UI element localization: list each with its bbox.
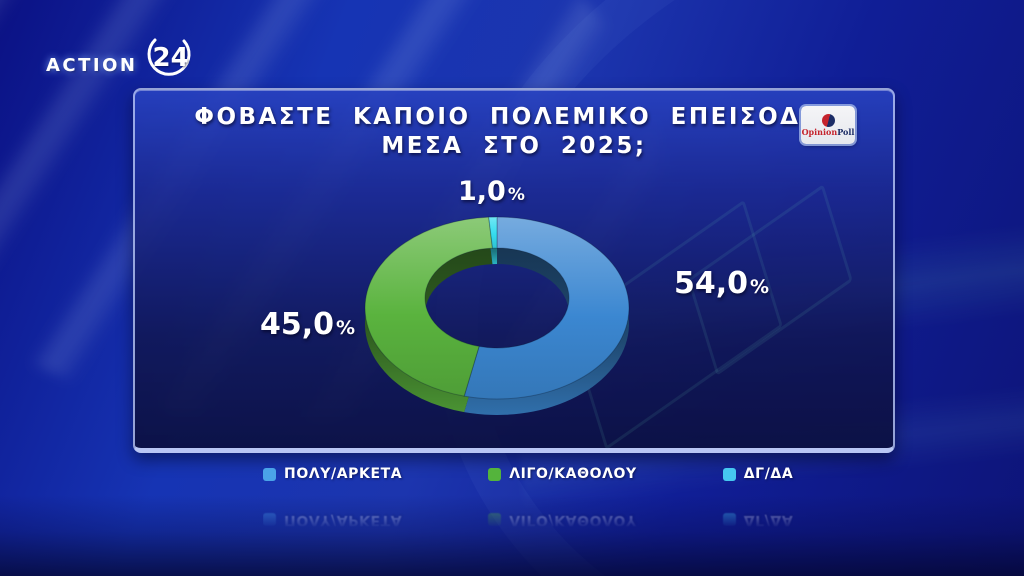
percent-sign: % (336, 317, 356, 339)
channel-number-emblem: 24 (139, 30, 195, 86)
legend-swatch-icon (488, 467, 502, 481)
legend-item: ΛΙΓΟ/ΚΑΘΟΛΟΥ (488, 512, 637, 528)
poll-question-line2: ΜΕΣΑ ΣΤΟ 2025; (381, 133, 647, 159)
legend-label: ΔΓ/ΔΑ (743, 512, 794, 528)
channel-name-text: ACTION (46, 54, 138, 76)
channel-logo: ACTION 24 (46, 30, 195, 86)
poll-panel: ΦΟΒΑΣΤΕ ΚΑΠΟΙΟ ΠΟΛΕΜΙΚΟ ΕΠΕΙΣΟΔΙΟ ΜΕΣΑ Σ… (133, 88, 895, 453)
legend-swatch-icon (488, 513, 502, 527)
logo-ring-icon (148, 38, 192, 76)
legend-swatch-icon (722, 467, 736, 481)
poll-agency-badge: OpinionPoll (801, 106, 855, 144)
donut-chart (330, 195, 670, 439)
percent-sign: % (507, 185, 525, 205)
legend-item: ΔΓ/ΔΑ (722, 466, 794, 482)
legend-item: ΠΟΛΥ/ΑΡΚΕΤΑ (263, 512, 402, 528)
legend-swatch-icon (263, 467, 276, 481)
poll-agency-name: OpinionPoll (801, 126, 855, 137)
channel-number-text: 24 (152, 43, 189, 73)
legend-label: ΠΟΛΥ/ΑΡΚΕΤΑ (284, 466, 403, 482)
donut-slice-2 (488, 216, 498, 249)
legend-label: ΔΓ/ΔΑ (743, 466, 794, 482)
legend-swatch-icon (263, 513, 276, 527)
poll-question-title: ΦΟΒΑΣΤΕ ΚΑΠΟΙΟ ΠΟΛΕΜΙΚΟ ΕΠΕΙΣΟΔΙΟ ΜΕΣΑ Σ… (135, 103, 893, 161)
donut-slice-1 (364, 216, 494, 397)
percent-sign: % (750, 276, 770, 298)
legend-label: ΛΙΓΟ/ΚΑΘΟΛΟΥ (509, 512, 637, 528)
chart-legend: ΠΟΛΥ/ΑΡΚΕΤΑ ΛΙΓΟ/ΚΑΘΟΛΟΥ ΔΓ/ΔΑ (263, 466, 793, 482)
floor-shading (0, 495, 1024, 576)
poll-agency-logo-icon (821, 113, 835, 127)
donut-slice-0 (463, 216, 630, 400)
legend-label: ΛΙΓΟ/ΚΑΘΟΛΟΥ (509, 466, 637, 482)
legend-reflection: ΠΟΛΥ/ΑΡΚΕΤΑ ΛΙΓΟ/ΚΑΘΟΛΟΥ ΔΓ/ΔΑ (263, 512, 793, 528)
callout-value-ligo-katholou: 45,0% (260, 307, 356, 342)
legend-item: ΔΓ/ΔΑ (722, 512, 794, 528)
poll-question-line1: ΦΟΒΑΣΤΕ ΚΑΠΟΙΟ ΠΟΛΕΜΙΚΟ ΕΠΕΙΣΟΔΙΟ (194, 104, 834, 130)
legend-swatch-icon (722, 513, 736, 527)
callout-value-poly-arketa: 54,0% (674, 266, 770, 301)
callout-value-dg-da: 1,0% (458, 176, 525, 207)
legend-item: ΠΟΛΥ/ΑΡΚΕΤΑ (263, 466, 402, 482)
legend-label: ΠΟΛΥ/ΑΡΚΕΤΑ (284, 512, 403, 528)
legend-item: ΛΙΓΟ/ΚΑΘΟΛΟΥ (488, 466, 637, 482)
